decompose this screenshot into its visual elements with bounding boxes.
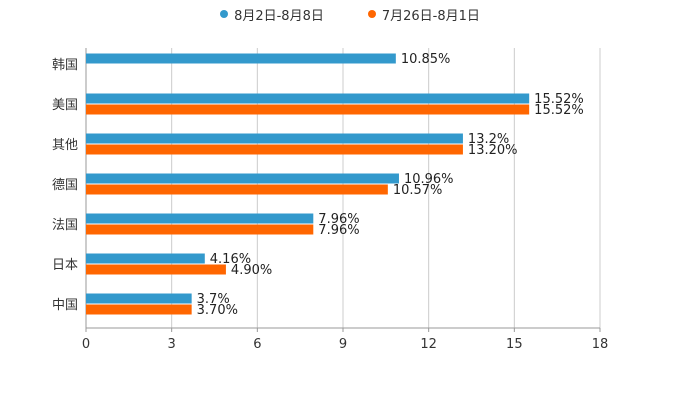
y-category-label-0: 韩国	[52, 58, 78, 73]
data-label-s1-0: 10.85%	[401, 52, 451, 67]
data-label-s1-2: 13.2%	[468, 132, 509, 147]
bar-s1-2	[86, 133, 463, 144]
bar-s1-3	[86, 173, 399, 184]
x-tick-label-6: 18	[592, 337, 609, 352]
y-category-label-6: 中国	[52, 298, 78, 313]
bar-s2-1	[86, 104, 530, 115]
bar-s2-2	[86, 144, 463, 155]
data-label-s2-1: 15.52%	[534, 103, 584, 118]
x-tick-label-4: 12	[420, 337, 437, 352]
data-label-s1-3: 10.96%	[404, 172, 454, 187]
bar-s1-4	[86, 213, 314, 224]
bar-s2-4	[86, 224, 314, 235]
data-label-s2-2: 13.20%	[468, 143, 518, 158]
bar-s1-0	[86, 53, 396, 64]
x-tick-label-1: 3	[168, 337, 176, 352]
bar-s2-5	[86, 264, 226, 275]
legend-item-series-2[interactable]: 7月26日-8月1日	[367, 5, 480, 24]
x-tick-label-0: 0	[82, 337, 90, 352]
bar-s1-5	[86, 253, 205, 264]
y-category-label-2: 其他	[52, 138, 78, 153]
y-category-label-1: 美国	[52, 98, 78, 113]
legend-item-series-1[interactable]: 8月2日-8月8日	[220, 5, 324, 24]
bar-s2-6	[86, 304, 192, 315]
legend-label-series-2: 7月26日-8月1日	[381, 8, 480, 24]
y-category-label-3: 德国	[52, 178, 78, 193]
x-tick-label-3: 9	[339, 337, 347, 352]
legend-dot-series-2	[367, 10, 376, 18]
legend-dot-series-1	[220, 10, 229, 18]
legend-label-series-1: 8月2日-8月8日	[234, 8, 324, 24]
data-label-s1-5: 4.16%	[210, 252, 251, 267]
bar-s1-1	[86, 93, 530, 104]
data-label-s1-4: 7.96%	[318, 212, 359, 227]
data-label-s2-6: 3.70%	[197, 303, 238, 318]
data-label-s2-5: 4.90%	[231, 263, 272, 278]
x-tick-label-2: 6	[253, 337, 261, 352]
data-label-s1-1: 15.52%	[534, 92, 584, 107]
data-label-s2-4: 7.96%	[318, 223, 359, 238]
data-label-s2-3: 10.57%	[393, 183, 443, 198]
x-tick-label-5: 15	[506, 337, 523, 352]
bar-s1-6	[86, 293, 192, 304]
legend: 8月2日-8月8日 7月26日-8月1日	[0, 4, 700, 24]
bar-s2-3	[86, 184, 388, 195]
y-category-label-4: 法国	[52, 218, 78, 233]
data-label-s1-6: 3.7%	[197, 292, 230, 307]
y-category-label-5: 日本	[52, 258, 78, 273]
